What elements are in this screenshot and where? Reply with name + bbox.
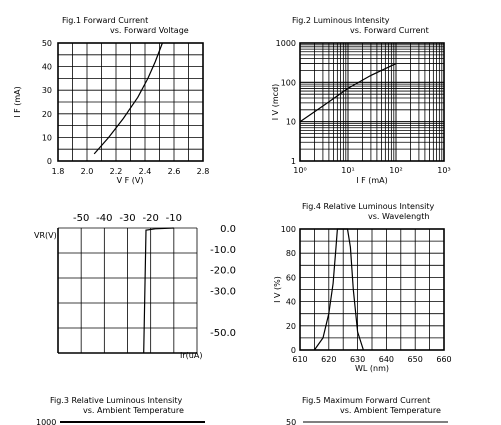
fig3-ytick-top: 1000 — [36, 418, 56, 425]
fig1-xtick-label: 2.6 — [168, 167, 181, 176]
fig5-chart: Fig.5 Maximum Forward Current vs. Ambien… — [286, 396, 448, 425]
fig4-ytick-label: 40 — [286, 298, 296, 307]
fig4-xtick-label: 610 — [292, 355, 307, 364]
fig1-xtick-label: 2.2 — [110, 167, 123, 176]
fig2-xtick-label: 10³ — [437, 166, 450, 175]
fig1-ytick-label: 10 — [42, 133, 52, 142]
reverse-chart: -50 -40 -30 -20 -10 0.0 -10.0 -20.0 -30.0 -50.0 VR… — [34, 213, 236, 360]
fig4-title-line1: Fig.4 Relative Luminous Intensity — [302, 202, 435, 211]
fig1-xlabel: V F (V) — [117, 176, 144, 185]
fig1-ytick-label: 30 — [42, 86, 52, 95]
fig2-xtick-label: 10⁰ — [293, 166, 306, 175]
fig2-xlabel: I F (mA) — [356, 176, 388, 185]
fig1-xtick-label: 1.8 — [52, 167, 65, 176]
fig1-ylabel: I F (mA) — [13, 86, 22, 118]
fig1-xtick-label: 2.8 — [197, 167, 210, 176]
fig1-curve — [93, 42, 163, 155]
fig5-title-line1: Fig.5 Maximum Forward Current — [302, 396, 430, 405]
reverse-xtick-label: -40 — [96, 213, 112, 224]
fig2-xtick-label: 10² — [389, 166, 402, 175]
fig4-chart: Fig.4 Relative Luminous Intensity vs. Wa… — [273, 202, 452, 373]
fig4-xtick-label: 630 — [350, 355, 365, 364]
fig4-xlabel: WL (nm) — [355, 364, 389, 373]
reverse-ytick-label: -10.0 — [210, 245, 236, 256]
fig1-title-line2: vs. Forward Voltage — [110, 26, 189, 35]
fig3-chart: Fig.3 Relative Luminous Intensity vs. Am… — [36, 396, 205, 425]
reverse-ytick-label: -30.0 — [210, 287, 236, 298]
fig1-ytick-label: 0 — [47, 157, 52, 166]
fig2-xtick-label: 10¹ — [341, 166, 354, 175]
fig2-ylabel: I V (mcd) — [271, 84, 280, 120]
fig4-ytick-label: 60 — [286, 273, 296, 282]
fig4-xtick-label: 660 — [436, 355, 451, 364]
fig1-ytick-label: 40 — [42, 63, 52, 72]
reverse-xtick-label: -10 — [166, 213, 182, 224]
reverse-ylabel: VR(V) — [34, 231, 57, 240]
reverse-ytick-label: 0.0 — [220, 224, 236, 235]
fig4-xtick-label: 620 — [321, 355, 336, 364]
fig4-title-line2: vs. Wavelength — [368, 212, 429, 221]
fig3-title-line2: vs. Ambient Temperature — [83, 406, 184, 415]
fig4-ytick-label: 20 — [286, 322, 296, 331]
fig2-ytick-label: 1 — [291, 157, 296, 166]
fig2-ytick-label: 100 — [281, 78, 296, 87]
fig3-title-line1: Fig.3 Relative Luminous Intensity — [50, 396, 183, 405]
fig5-ytick-top: 50 — [286, 418, 296, 425]
fig2-ytick-label: 10 — [286, 118, 296, 127]
fig4-ytick-label: 100 — [281, 225, 296, 234]
fig5-title-line2: vs. Ambient Temperature — [340, 406, 441, 415]
fig2-chart: Fig.2 Luminous Intensity vs. Forward Cur… — [271, 16, 451, 185]
fig2-title-line2: vs. Forward Current — [350, 26, 429, 35]
reverse-y2label: Ir(uA) — [180, 351, 202, 360]
fig4-xtick-label: 640 — [379, 355, 394, 364]
fig1-ytick-label: 20 — [42, 110, 52, 119]
fig1-frame — [57, 42, 204, 162]
reverse-ytick-label: -50.0 — [210, 328, 236, 339]
fig2-frame — [299, 42, 445, 162]
fig2-curve — [299, 63, 397, 123]
fig4-ytick-label: 80 — [286, 249, 296, 258]
fig1-ytick-label: 50 — [42, 39, 52, 48]
reverse-xtick-label: -30 — [119, 213, 135, 224]
fig2-ytick-label: 1000 — [276, 39, 296, 48]
fig1-chart: Fig.1 Forward Current vs. Forward Voltag… — [13, 16, 209, 185]
fig1-title-line1: Fig.1 Forward Current — [62, 16, 148, 25]
fig4-ylabel: I V (%) — [273, 276, 282, 303]
fig2-title-line1: Fig.2 Luminous Intensity — [292, 16, 390, 25]
fig4-xtick-label: 650 — [408, 355, 423, 364]
fig4-ytick-label: 0 — [291, 346, 296, 355]
reverse-xtick-label: -50 — [73, 213, 89, 224]
fig4-curve — [313, 228, 364, 351]
reverse-ytick-label: -20.0 — [210, 266, 236, 277]
fig1-xtick-label: 2.4 — [139, 167, 152, 176]
fig4-frame — [299, 228, 445, 351]
fig1-xtick-label: 2.0 — [81, 167, 94, 176]
reverse-curve — [143, 227, 174, 354]
reverse-xtick-label: -20 — [142, 213, 158, 224]
